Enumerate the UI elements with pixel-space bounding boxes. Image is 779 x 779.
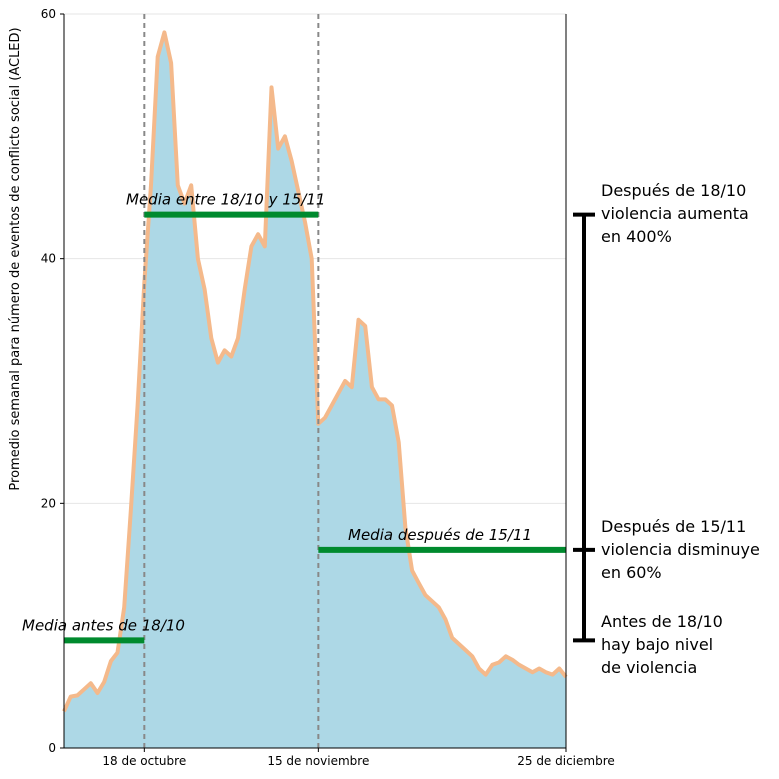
mean-label: Media antes de 18/10 [22,616,185,634]
annotation-text: hay bajo nivel [601,635,713,654]
annotation-text: violencia disminuye [601,540,760,559]
y-axis-label: Promedio semanal para número de eventos … [8,27,23,490]
annotation-text: en 400% [601,227,672,246]
annotation-text: Antes de 18/10 [601,612,723,631]
x-tick-label: 25 de diciembre [517,754,615,768]
y-tick-label: 20 [41,496,56,510]
y-tick-label: 0 [48,741,56,755]
annotation-text: Después de 18/10 [601,181,746,200]
annotation-text: en 60% [601,563,662,582]
series-line [62,30,568,713]
y-tick-label: 40 [41,252,56,266]
annotations: Después de 18/10 violencia aumenta en 400%… [601,181,760,677]
annotation-bracket [573,212,595,643]
mean-label: Media entre 18/10 y 15/11 [126,191,325,209]
mean-lines: Media antes de 18/10 Media entre 18/10 y … [22,191,566,644]
annotation-text: violencia aumenta [601,204,749,223]
annotation-text: Después de 15/11 [601,517,746,536]
axes [63,14,567,749]
x-tick-label: 15 de noviembre [267,754,369,768]
x-tick-label: 18 de octubre [102,754,186,768]
y-tick-label: 60 [41,7,56,21]
ticks: 0 20 40 60 18 de octubre 15 de noviembre 25 de… [41,7,615,768]
mean-label: Media después de 15/11 [348,526,532,544]
annotation-text: de violencia [601,658,697,677]
